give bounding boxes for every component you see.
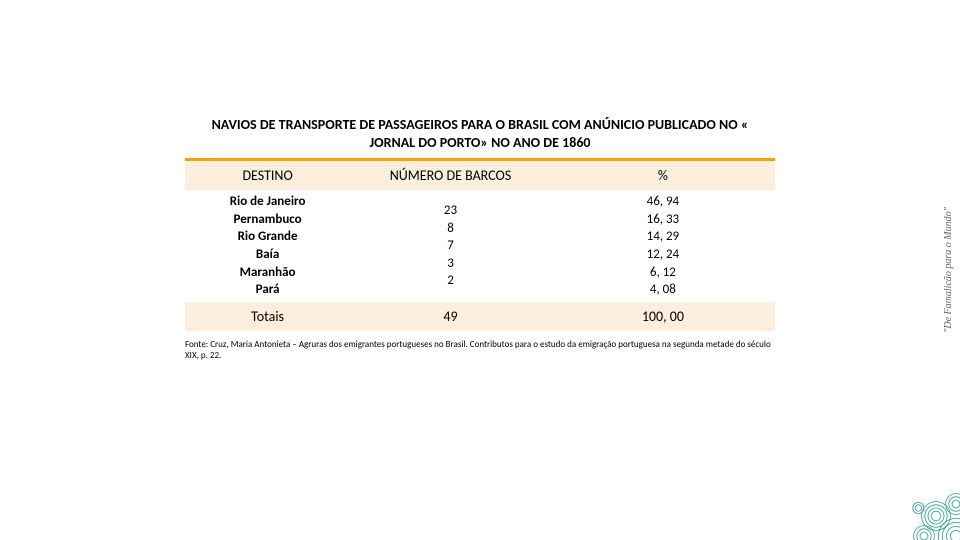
col-header-barcos: NÚMERO DE BARCOS <box>350 160 551 191</box>
table-title-row: NAVIOS DE TRANSPORTE DE PASSAGEIROS PARA… <box>185 110 775 160</box>
table-container: NAVIOS DE TRANSPORTE DE PASSAGEIROS PARA… <box>185 110 775 362</box>
table-header-row: DESTINO NÚMERO DE BARCOS % <box>185 160 775 191</box>
source-citation: Fonte: Cruz, Maria Antonieta – Agruras d… <box>185 339 775 362</box>
table-title: NAVIOS DE TRANSPORTE DE PASSAGEIROS PARA… <box>185 110 775 160</box>
cell-ships: 23 8 7 3 2 <box>350 190 551 301</box>
table-data-row: Rio de Janeiro Pernambuco Rio Grande Baí… <box>185 190 775 301</box>
cell-destinations: Rio de Janeiro Pernambuco Rio Grande Baí… <box>185 190 350 301</box>
ships-table: NAVIOS DE TRANSPORTE DE PASSAGEIROS PARA… <box>185 110 775 331</box>
totals-ships: 49 <box>350 302 551 331</box>
totals-percent: 100, 00 <box>551 302 775 331</box>
col-header-percent: % <box>551 160 775 191</box>
corner-ornament-icon <box>880 460 960 540</box>
col-header-destino: DESTINO <box>185 160 350 191</box>
totals-label: Totais <box>185 302 350 331</box>
side-caption: "De Famalicão para o Mundo" <box>943 207 954 333</box>
table-totals-row: Totais 49 100, 00 <box>185 302 775 331</box>
cell-percents: 46, 94 16, 33 14, 29 12, 24 6, 12 4, 08 <box>551 190 775 301</box>
